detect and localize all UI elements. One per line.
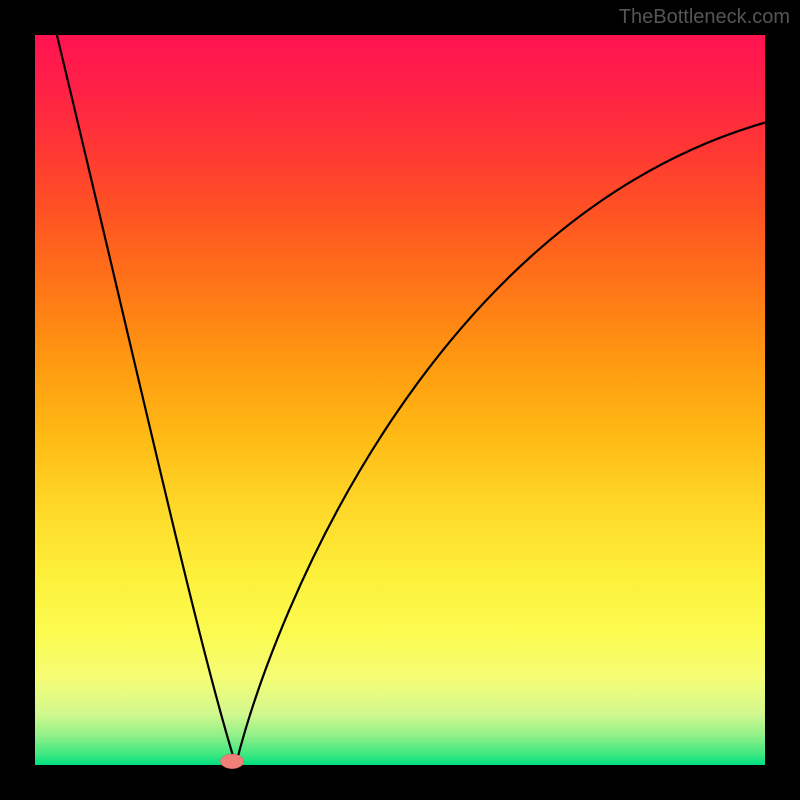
chart-container: TheBottleneck.com — [0, 0, 800, 800]
watermark-label: TheBottleneck.com — [619, 6, 790, 29]
chart-svg — [0, 0, 800, 800]
vertex-marker — [220, 754, 243, 769]
